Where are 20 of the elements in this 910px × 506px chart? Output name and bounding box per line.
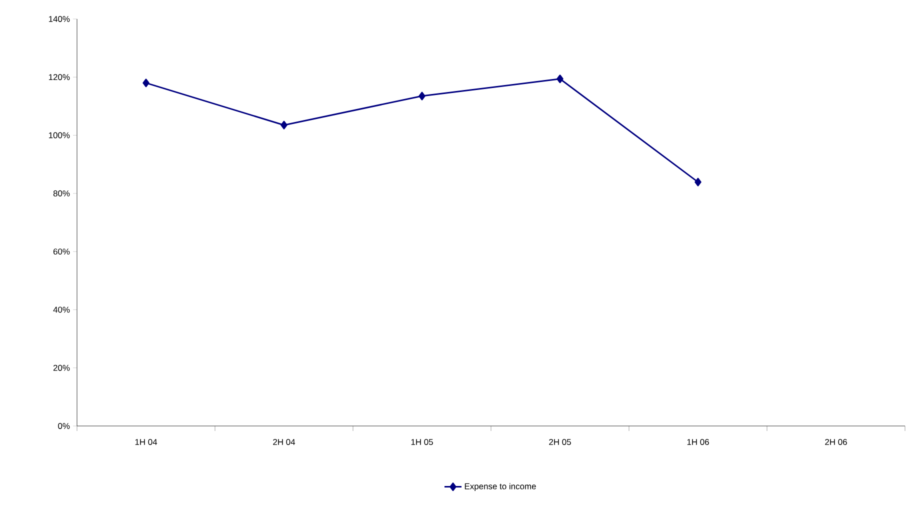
point <box>142 78 150 88</box>
x-tick-label: 2H 05 <box>549 439 571 445</box>
y-tick-label: 100% <box>48 132 70 138</box>
legend-label: Expense to income <box>464 483 536 491</box>
x-tick-label: 1H 04 <box>135 439 158 445</box>
y-tick-label: 140% <box>48 16 70 22</box>
y-tick-label: 80% <box>53 190 70 196</box>
x-tick-label: 1H 05 <box>411 439 433 445</box>
y-tick-label: 20% <box>53 364 70 371</box>
y-tick-label: 120% <box>48 74 70 80</box>
x-tick-label: 1H 06 <box>687 439 709 445</box>
x-tick-label: 2H 06 <box>825 439 847 445</box>
y-tick-label: 0% <box>58 422 70 429</box>
point <box>694 178 702 186</box>
point <box>280 120 288 130</box>
point <box>418 92 426 100</box>
point <box>556 74 564 84</box>
y-tick-label: 60% <box>53 248 70 255</box>
y-tick-label: 40% <box>53 306 70 313</box>
x-tick-label: 2H 04 <box>273 439 296 445</box>
